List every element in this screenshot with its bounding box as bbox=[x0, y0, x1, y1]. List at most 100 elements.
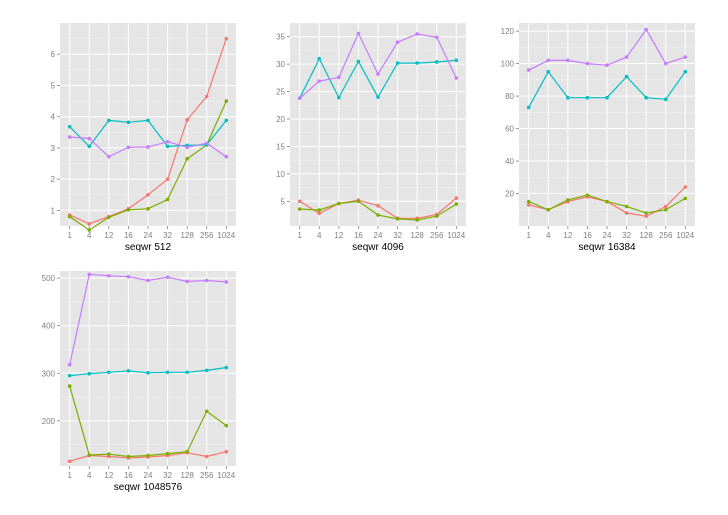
y-tick-label: 2 bbox=[51, 175, 56, 184]
series-3-point bbox=[683, 69, 688, 74]
series-4-point bbox=[126, 145, 131, 150]
series-2-point bbox=[87, 453, 92, 457]
series-4-point bbox=[126, 274, 131, 279]
series-2-point bbox=[566, 198, 570, 202]
y-tick-label: 30 bbox=[276, 60, 285, 69]
series-2-point bbox=[663, 207, 668, 212]
y-tick-label: 35 bbox=[276, 33, 285, 42]
y-tick-label: 5 bbox=[51, 81, 56, 90]
x-axis-title: seqwr 1048576 bbox=[114, 482, 183, 493]
series-2-point bbox=[605, 199, 609, 204]
x-tick-label: 12 bbox=[104, 471, 113, 480]
series-4-point bbox=[67, 135, 72, 139]
x-tick-label: 4 bbox=[317, 231, 322, 240]
series-4-point bbox=[683, 55, 688, 59]
series-2-point bbox=[185, 157, 189, 161]
series-4-point bbox=[356, 31, 361, 36]
series-4-point bbox=[107, 273, 111, 278]
x-axis-title: seqwr 16384 bbox=[578, 242, 636, 253]
x-tick-label: 32 bbox=[163, 231, 172, 240]
y-tick-label: 25 bbox=[276, 88, 285, 97]
series-4-point bbox=[566, 58, 570, 63]
series-4-point bbox=[67, 362, 72, 367]
series-4-point bbox=[165, 139, 170, 144]
series-4-point bbox=[87, 136, 92, 141]
x-tick-label: 16 bbox=[583, 231, 592, 240]
series-1-point bbox=[224, 449, 229, 454]
series-4-point bbox=[395, 40, 400, 45]
series-2-point bbox=[434, 214, 439, 218]
series-3-point bbox=[526, 105, 531, 110]
x-tick-label: 24 bbox=[144, 471, 153, 480]
x-tick-label: 256 bbox=[200, 471, 214, 480]
y-tick-label: 15 bbox=[276, 142, 285, 151]
series-2-point bbox=[546, 207, 551, 212]
series-2-point bbox=[337, 201, 341, 206]
y-tick-label: 40 bbox=[505, 157, 514, 166]
series-4-point bbox=[624, 55, 629, 59]
series-1-point bbox=[185, 118, 189, 122]
series-4-point bbox=[317, 79, 322, 83]
x-tick-label: 1024 bbox=[217, 471, 235, 480]
series-3-point bbox=[87, 144, 92, 149]
series-2-point bbox=[224, 423, 229, 428]
x-tick-label: 128 bbox=[180, 471, 194, 480]
series-3-point bbox=[395, 61, 400, 65]
y-tick-label: 6 bbox=[51, 50, 56, 59]
x-tick-label: 32 bbox=[622, 231, 631, 240]
x-tick-label: 12 bbox=[334, 231, 343, 240]
series-1-point bbox=[526, 203, 531, 207]
x-tick-label: 12 bbox=[104, 231, 113, 240]
y-tick-label: 400 bbox=[42, 322, 56, 331]
series-2-point bbox=[376, 213, 380, 217]
series-4-point bbox=[204, 141, 209, 146]
series-2-point bbox=[415, 218, 419, 222]
series-4-point bbox=[376, 72, 380, 76]
series-1-point bbox=[67, 459, 72, 464]
series-3-point bbox=[224, 118, 229, 123]
series-1-point bbox=[317, 211, 322, 216]
series-2-point bbox=[356, 199, 361, 204]
series-1-point bbox=[87, 222, 92, 226]
series-1-point bbox=[165, 177, 170, 181]
series-3-point bbox=[415, 61, 419, 65]
y-tick-label: 10 bbox=[276, 170, 285, 179]
series-3-point bbox=[434, 60, 439, 64]
series-2-point bbox=[317, 208, 322, 212]
series-2-point bbox=[395, 217, 400, 221]
series-3-point bbox=[146, 118, 150, 123]
series-3-point bbox=[204, 368, 209, 373]
series-1-point bbox=[683, 185, 688, 189]
series-3-point bbox=[337, 95, 341, 100]
series-3-point bbox=[185, 370, 189, 375]
series-4-point bbox=[337, 75, 341, 80]
series-2-point bbox=[67, 384, 72, 388]
series-3-point bbox=[454, 58, 459, 63]
y-tick-label: 20 bbox=[276, 115, 285, 124]
x-tick-label: 4 bbox=[546, 231, 551, 240]
series-3-point bbox=[146, 370, 150, 375]
x-tick-label: 16 bbox=[354, 231, 363, 240]
series-3-point bbox=[165, 144, 170, 149]
series-4-point bbox=[107, 154, 111, 159]
series-3-point bbox=[317, 56, 322, 61]
series-2-point bbox=[165, 451, 170, 456]
series-2-point bbox=[146, 453, 150, 458]
series-4-point bbox=[644, 27, 648, 32]
series-4-point bbox=[585, 61, 590, 66]
y-tick-label: 1 bbox=[51, 206, 56, 215]
x-tick-label: 1024 bbox=[217, 231, 235, 240]
chart-panel-2: 5 10 15 20 25 30 35 1 4 12 16 24 32 128 256 1024 seqwr 4… bbox=[276, 22, 466, 253]
series-2-point bbox=[454, 202, 459, 206]
x-tick-label: 1 bbox=[67, 471, 72, 480]
series-4-point bbox=[146, 145, 150, 149]
series-2-point bbox=[204, 409, 209, 414]
series-2-point bbox=[526, 199, 531, 204]
y-tick-label: 20 bbox=[505, 190, 514, 199]
series-4-point bbox=[185, 145, 189, 150]
x-tick-label: 256 bbox=[200, 231, 214, 240]
series-4-point bbox=[434, 35, 439, 40]
series-1-point bbox=[146, 192, 150, 197]
series-4-point bbox=[546, 58, 551, 63]
